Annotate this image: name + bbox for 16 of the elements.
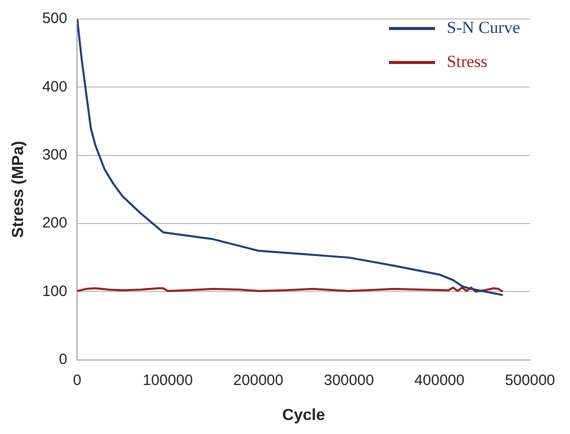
- y-tick-label: 500: [42, 10, 68, 28]
- y-tick-label: 0: [58, 350, 68, 368]
- legend-label: Stress: [446, 52, 488, 72]
- x-tick-label: 0: [73, 372, 82, 389]
- legend-label: S-N Curve: [446, 18, 520, 38]
- y-tick-label: 400: [42, 78, 68, 96]
- y-tick-label: 300: [42, 146, 68, 164]
- x-tick-label: 500000: [504, 372, 556, 389]
- x-axis-title: Cycle: [282, 406, 326, 424]
- x-tick-label: 100000: [142, 372, 193, 389]
- y-axis-title: Stress (MPa): [10, 140, 28, 238]
- x-tick-label: 300000: [324, 372, 374, 389]
- x-tick-label: 400000: [414, 372, 464, 389]
- x-tick-label: 200000: [233, 372, 284, 389]
- y-tick-label: 200: [42, 214, 68, 232]
- y-tick-label: 100: [42, 282, 68, 300]
